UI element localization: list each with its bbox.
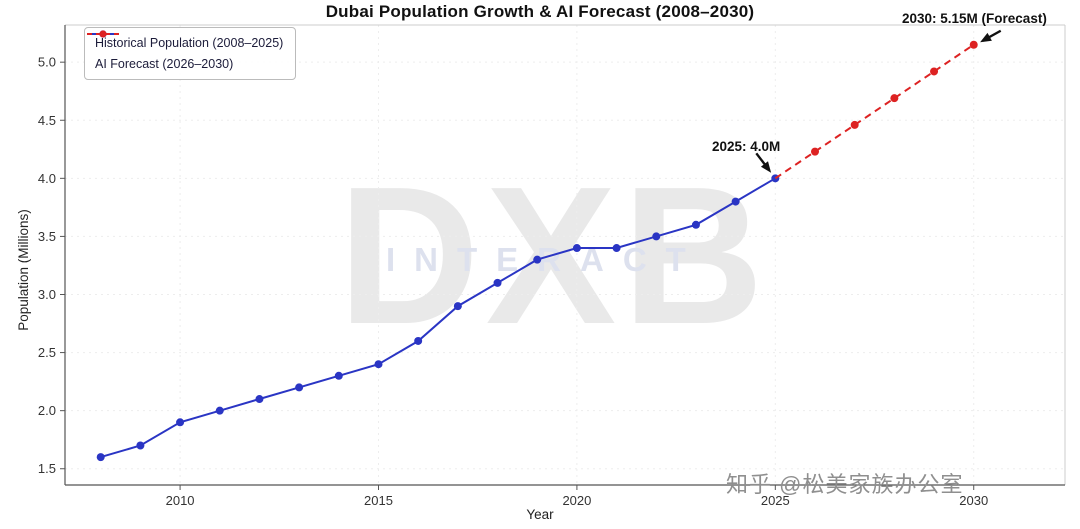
legend: Historical Population (2008–2025) AI For… <box>84 27 297 80</box>
svg-text:2.0: 2.0 <box>38 403 56 418</box>
svg-text:2.5: 2.5 <box>38 345 56 360</box>
svg-text:5.0: 5.0 <box>38 55 56 70</box>
svg-text:2020: 2020 <box>562 493 591 508</box>
social-watermark: 知乎 @松美家族办公室 <box>726 472 964 497</box>
svg-text:2010: 2010 <box>166 493 195 508</box>
red-dashed-line-marker-icon <box>87 30 119 38</box>
svg-text:2030: 2030 <box>959 493 988 508</box>
svg-text:4.5: 4.5 <box>38 113 56 128</box>
svg-text:3.0: 3.0 <box>38 287 56 302</box>
svg-text:2025: 2025 <box>761 493 790 508</box>
svg-text:4.0: 4.0 <box>38 171 56 186</box>
y-axis-label: Population (Millions) <box>16 209 31 331</box>
annotation-2025: 2025: 4.0M <box>712 139 781 154</box>
x-axis-label: Year <box>526 507 554 522</box>
legend-item-forecast: AI Forecast (2026–2030) <box>87 30 283 71</box>
chart-title: Dubai Population Growth & AI Forecast (2… <box>325 2 755 21</box>
legend-label-historical: Historical Population (2008–2025) <box>95 36 284 50</box>
annotation-2030: 2030: 5.15M (Forecast) <box>902 11 1047 26</box>
svg-text:2015: 2015 <box>364 493 393 508</box>
legend-label-forecast: AI Forecast (2026–2030) <box>95 57 234 71</box>
svg-text:3.5: 3.5 <box>38 229 56 244</box>
svg-text:1.5: 1.5 <box>38 461 56 476</box>
legend-item-historical: Historical Population (2008–2025) <box>87 30 284 50</box>
